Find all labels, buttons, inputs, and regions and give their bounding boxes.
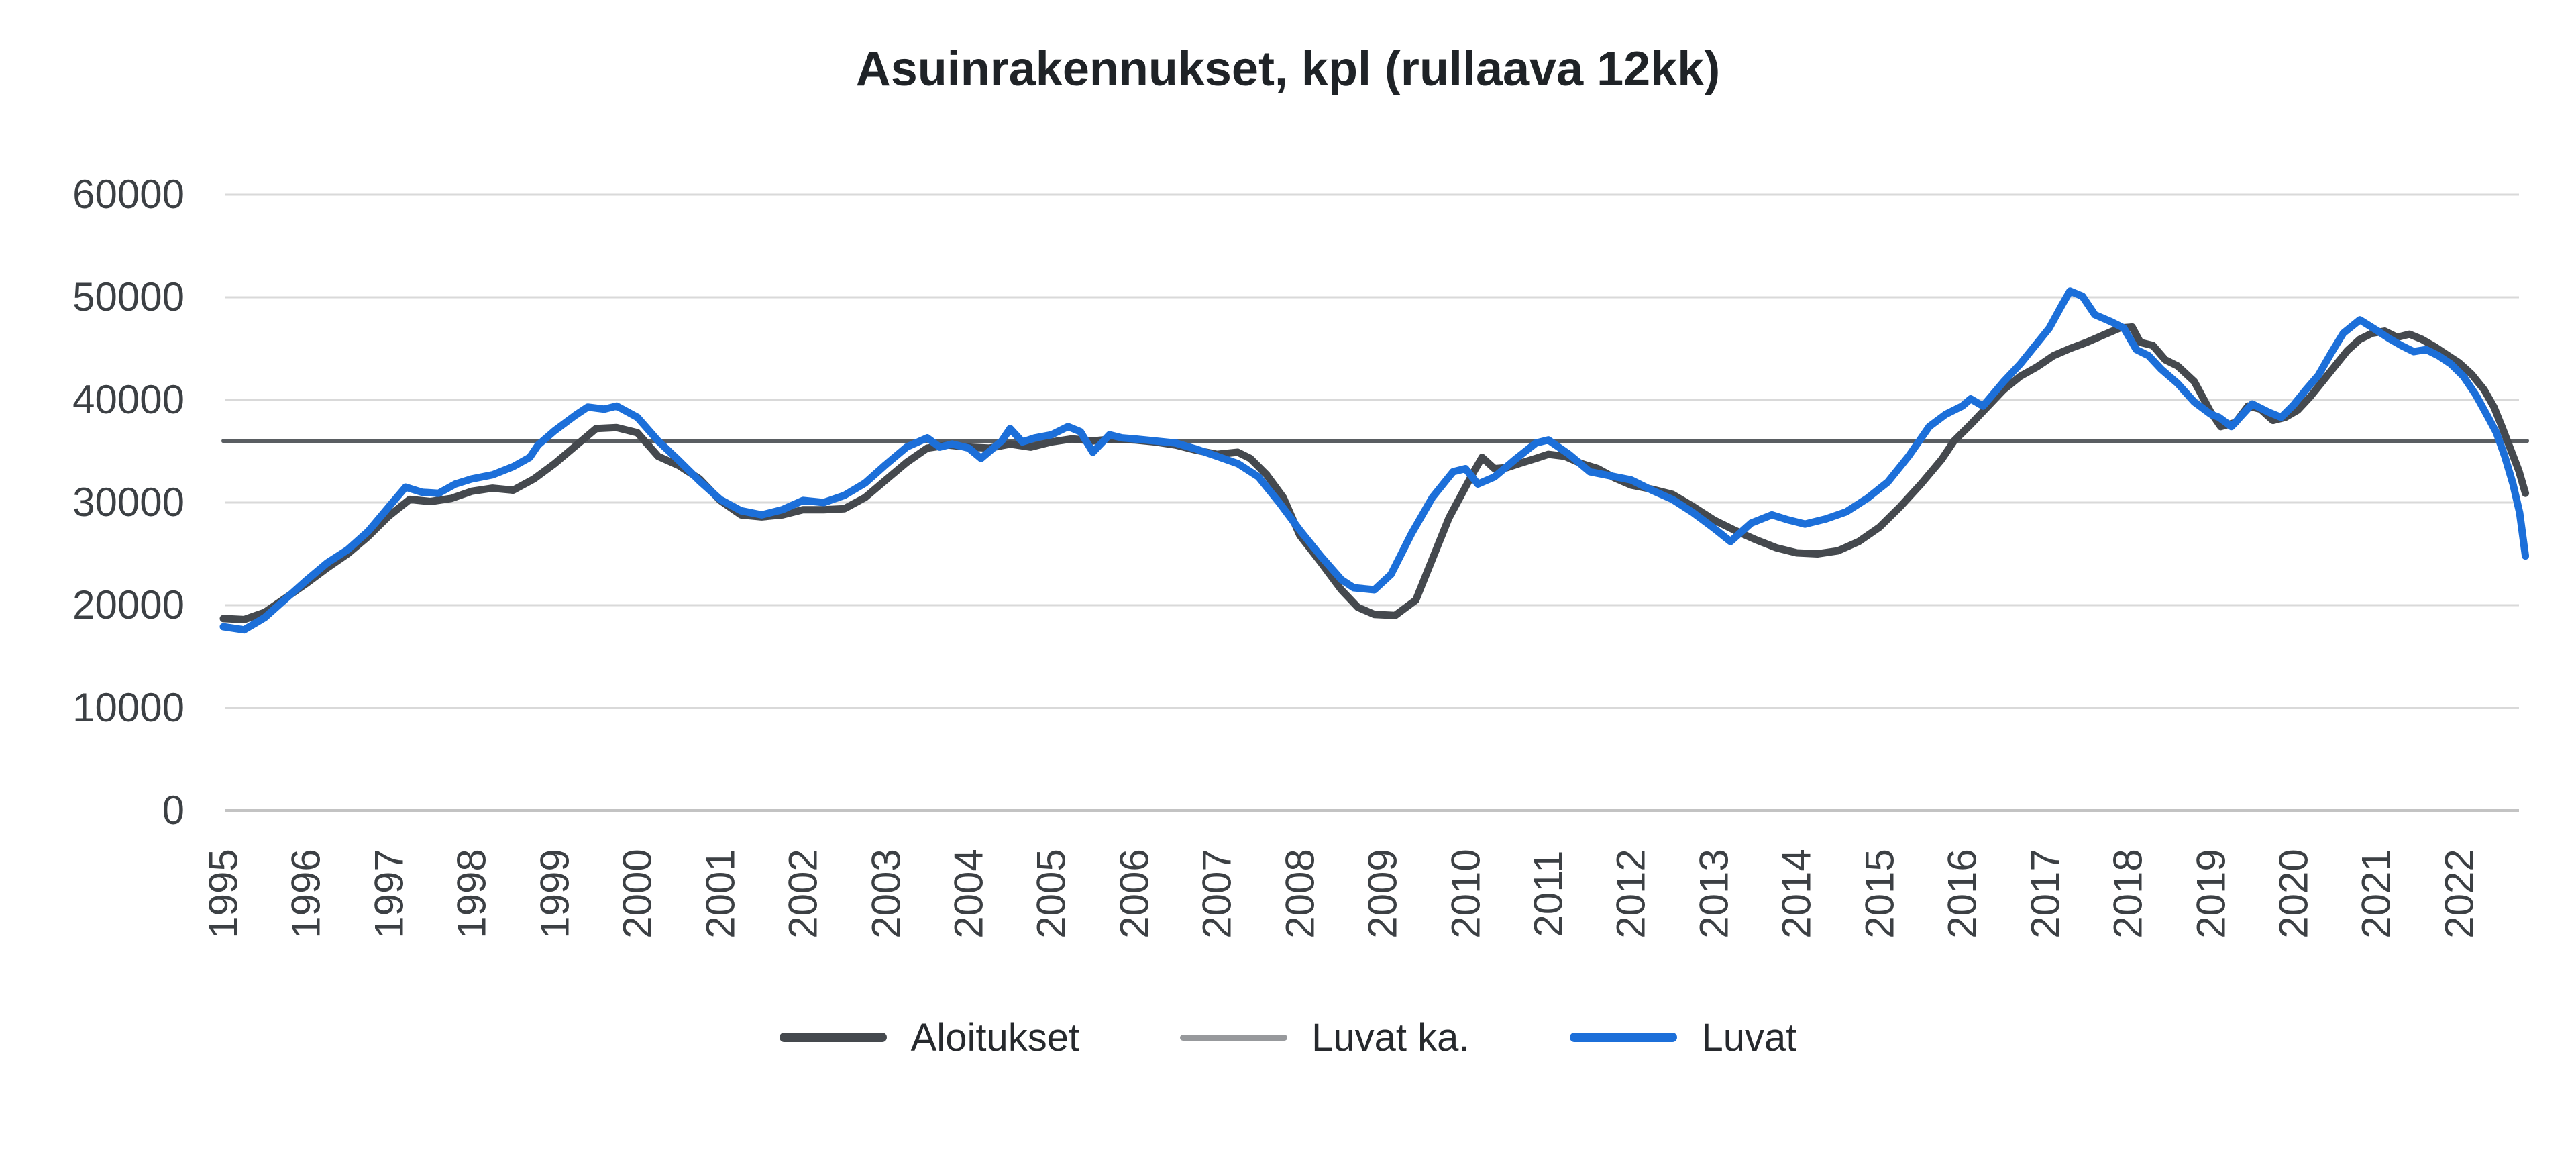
- x-axis-tick-label: 2000: [614, 849, 660, 939]
- chart-title: Asuinrakennukset, kpl (rullaava 12kk): [855, 42, 1721, 96]
- y-axis-tick-label: 0: [162, 788, 184, 833]
- x-axis-tick-label: 1999: [532, 849, 578, 939]
- legend-label: Aloitukset: [910, 1015, 1080, 1059]
- x-axis-tick-label: 2015: [1857, 849, 1902, 939]
- legend-item-luvat: Luvat: [1570, 1015, 1796, 1060]
- x-axis-tick-label: 2007: [1194, 849, 1240, 939]
- y-axis-tick-label: 30000: [72, 480, 184, 525]
- x-axis-tick-label: 2021: [2353, 849, 2399, 939]
- x-axis-tick-label: 2004: [946, 849, 991, 939]
- series-lines: [219, 287, 2530, 634]
- x-axis-tick-label: 1995: [201, 849, 246, 939]
- x-axis-tick-label: 2017: [2023, 849, 2068, 939]
- x-axis-tick-label: 2010: [1443, 849, 1489, 939]
- luvat-ka-line-swatch-icon: [1180, 1034, 1288, 1041]
- legend-label: Luvat: [1701, 1015, 1797, 1059]
- x-axis-tick-label: 1998: [449, 849, 494, 939]
- y-axis-tick-label: 20000: [72, 582, 184, 627]
- gridlines: [225, 193, 2519, 812]
- x-axis-tick-label: 2022: [2436, 849, 2482, 939]
- x-axis-tick-label: 2014: [1774, 849, 1819, 939]
- x-axis-tick-label: 2003: [863, 849, 909, 939]
- legend-item-luvat-ka: Luvat ka.: [1180, 1015, 1469, 1060]
- x-axis-tick-label: 2011: [1525, 850, 1571, 937]
- x-axis-tick-label: 2006: [1112, 849, 1157, 939]
- luvat-line-swatch-icon: [1570, 1033, 1678, 1042]
- x-axis-tick-label: 2012: [1608, 849, 1654, 939]
- x-axis-tick-label: 2020: [2271, 849, 2316, 939]
- x-axis-tick-label: 2009: [1360, 849, 1405, 939]
- chart-legend: Aloitukset Luvat ka. Luvat: [0, 1004, 2576, 1071]
- series-line-luvat: [219, 287, 2530, 634]
- y-axis-tick-label: 10000: [72, 685, 184, 730]
- x-axis-tick-label: 1997: [366, 849, 412, 939]
- x-axis-tick-label: 2018: [2105, 849, 2151, 939]
- x-axis-tick-label: 2002: [780, 849, 826, 939]
- x-axis-tick-label: 2019: [2188, 849, 2234, 939]
- x-axis-tick-label: 1996: [283, 849, 329, 939]
- x-axis-tick-label: 2005: [1028, 849, 1074, 939]
- legend-item-aloitukset: Aloitukset: [779, 1015, 1080, 1060]
- aloitukset-line-swatch-icon: [779, 1033, 887, 1042]
- y-axis-tick-label: 60000: [72, 172, 184, 217]
- x-axis-tick-label: 2013: [1691, 849, 1737, 939]
- legend-label: Luvat ka.: [1311, 1015, 1470, 1059]
- y-axis-tick-label: 50000: [72, 274, 184, 319]
- x-axis-tick-label: 2001: [698, 849, 743, 939]
- series-line-aloitukset: [219, 323, 2530, 623]
- x-axis-tick-label: 2016: [1939, 849, 1985, 939]
- y-axis-tick-label: 40000: [72, 377, 184, 422]
- x-axis-tick-label: 2008: [1277, 849, 1323, 939]
